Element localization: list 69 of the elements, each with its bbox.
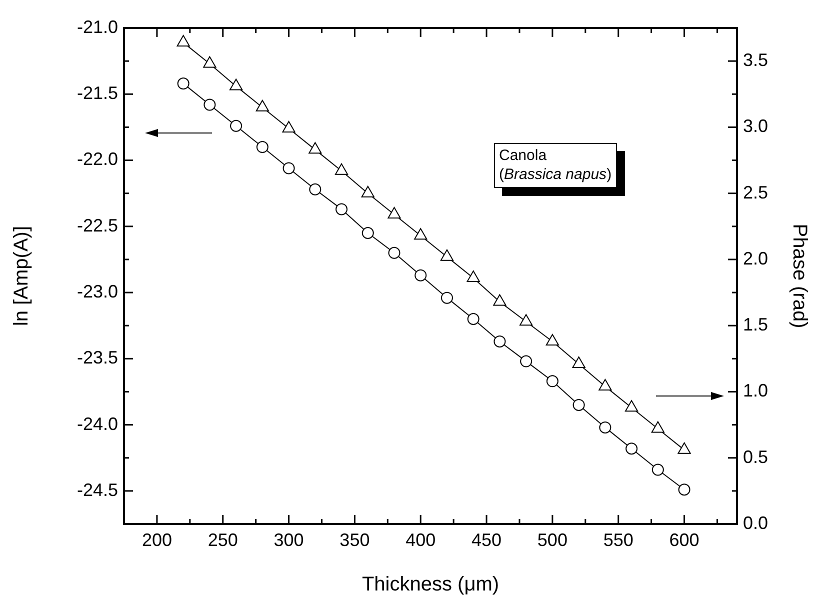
point: [230, 120, 242, 132]
point: [309, 183, 322, 196]
point: [388, 246, 400, 259]
point: [493, 294, 506, 306]
y-tick-label: -21.0: [76, 16, 118, 37]
x-tick-label: 400: [406, 530, 436, 550]
point: [494, 335, 506, 348]
point: [203, 56, 216, 68]
point: [177, 78, 190, 90]
x-tick-label: 450: [472, 530, 502, 550]
y-axis-title: ln [Amp(A)]: [10, 226, 33, 326]
point: [520, 355, 532, 368]
x-tick-label: 500: [537, 530, 568, 550]
point: [204, 98, 216, 111]
point: [256, 141, 268, 154]
point: [334, 163, 348, 175]
y-tick-label: -24.0: [76, 414, 118, 434]
point: [414, 269, 427, 282]
y-tick-label: -21.5: [76, 83, 118, 104]
point: [176, 35, 190, 47]
y2-tick-label: 1.5: [743, 314, 768, 335]
x-tick-label: 200: [142, 530, 172, 550]
point: [282, 162, 295, 174]
x-axis-title: Thickness (μm): [362, 574, 500, 596]
x-tick-label: 350: [340, 530, 370, 550]
point: [466, 270, 480, 282]
y2-tick-label: 2.5: [743, 182, 768, 202]
point: [256, 100, 269, 112]
y-tick-label: -23.0: [76, 282, 118, 302]
point: [282, 121, 296, 133]
point: [467, 312, 480, 325]
point: [440, 249, 454, 261]
point: [361, 186, 374, 198]
y2-tick-label: 1.0: [743, 380, 768, 401]
y2-tick-label: 0.0: [743, 512, 768, 533]
y-tick-label: -23.5: [76, 348, 118, 368]
point: [546, 334, 560, 346]
y2-tick-label: 0.5: [743, 446, 768, 467]
x-tick-label: 550: [603, 530, 634, 550]
y-tick-label: -22.5: [76, 215, 118, 236]
point: [626, 442, 638, 455]
point: [598, 378, 612, 390]
point: [599, 421, 612, 434]
x-tick-label: 600: [669, 530, 700, 550]
y2-tick-label: 3.5: [743, 50, 768, 70]
point: [362, 227, 374, 240]
y2-tick-label: 2.0: [743, 248, 768, 268]
y-tick-label: -22.0: [76, 149, 118, 170]
point: [651, 421, 664, 433]
point: [336, 203, 348, 216]
point: [678, 484, 690, 496]
y2-axis-title: Phase (rad): [788, 224, 810, 328]
y-tick-label: -24.5: [76, 480, 118, 500]
point: [572, 398, 585, 411]
point: [624, 400, 638, 412]
point: [414, 228, 428, 240]
point: [388, 206, 401, 218]
point: [520, 314, 533, 326]
point: [678, 442, 691, 454]
point: [440, 292, 453, 304]
x-tick-label: 250: [208, 530, 238, 550]
point: [572, 356, 586, 368]
y2-tick-label: 3.0: [743, 116, 768, 136]
point: [652, 464, 664, 476]
point: [308, 142, 322, 154]
annotation: Canola (Brassica napus): [494, 143, 617, 188]
x-tick-label: 300: [274, 530, 304, 550]
point: [546, 375, 558, 388]
point: [229, 78, 243, 90]
